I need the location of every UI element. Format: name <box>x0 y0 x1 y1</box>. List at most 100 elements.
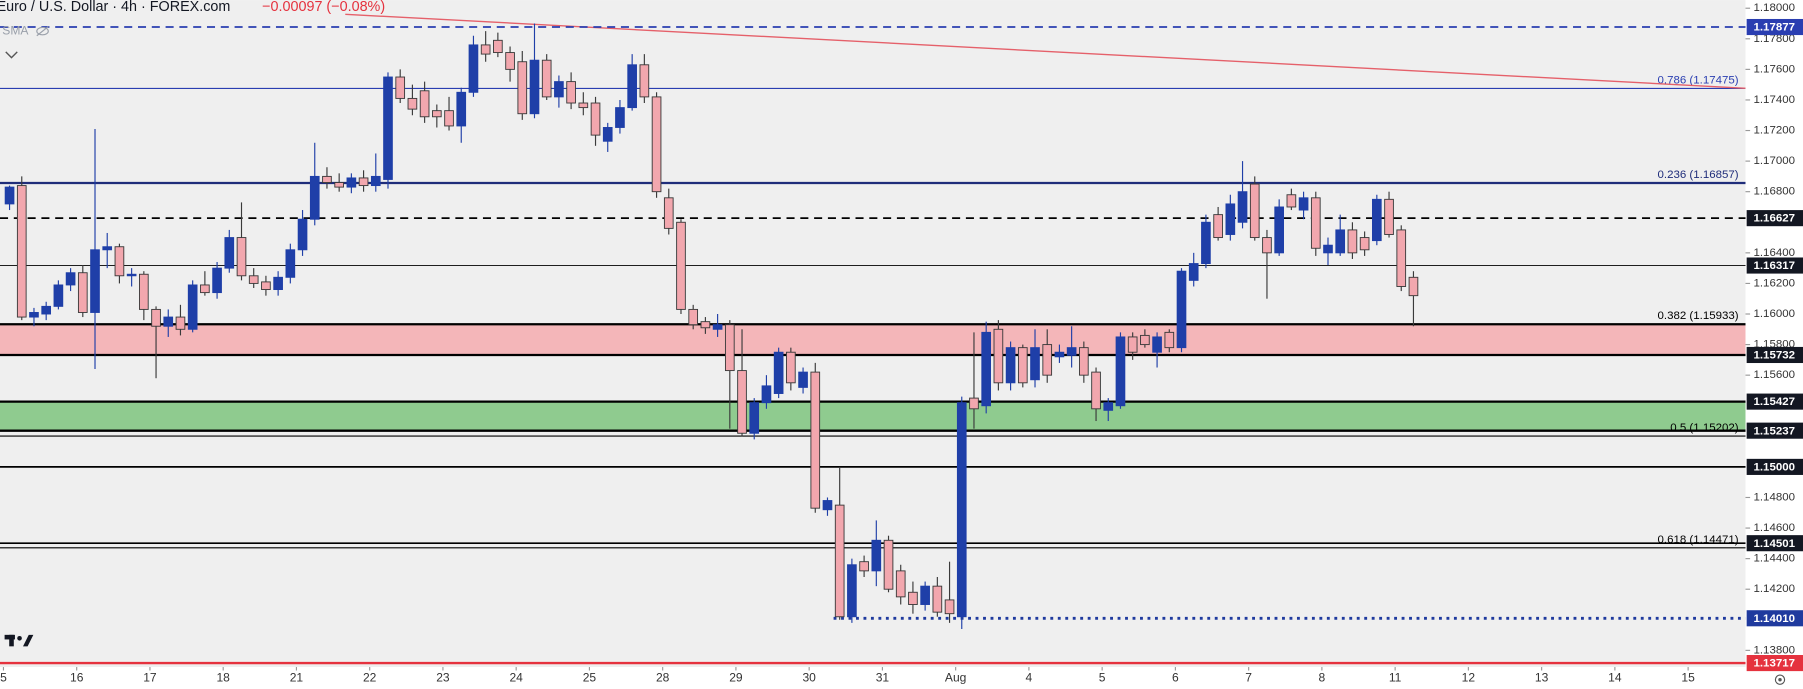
level-label: 1.16317 <box>1753 260 1795 272</box>
candle-body <box>749 402 760 434</box>
fib-label: 0.236 (1.16857) <box>1658 169 1739 181</box>
level-box <box>1746 422 1803 439</box>
level-box <box>1746 458 1803 475</box>
fib-label: 0.382 (1.15933) <box>1658 310 1739 322</box>
y-tick-label: 1.14600 <box>1753 522 1795 534</box>
candle-body <box>346 177 357 188</box>
candle-body <box>77 272 88 313</box>
candle-body <box>1298 197 1309 211</box>
candle-body <box>163 316 174 327</box>
x-tick-label: 23 <box>436 671 450 685</box>
hide-icon[interactable] <box>36 26 49 37</box>
indicator-label[interactable]: SMA <box>2 23 29 37</box>
x-tick-label: 21 <box>290 671 304 685</box>
candle-body <box>1213 214 1223 239</box>
x-tick-label: 7 <box>1245 671 1252 685</box>
fib-label: 0.5 (1.15202) <box>1670 422 1738 434</box>
candle-body <box>676 221 686 310</box>
candle-body <box>212 267 222 294</box>
candle-body <box>724 324 735 372</box>
candle-body <box>1005 347 1016 384</box>
y-tick-label: 1.17200 <box>1753 125 1795 137</box>
level-box <box>1746 257 1803 274</box>
candle-body <box>41 305 52 315</box>
candle-body <box>297 218 308 251</box>
x-tick-label: 30 <box>802 671 816 685</box>
candle-body <box>334 182 344 188</box>
candle-body <box>786 351 796 384</box>
candle-body <box>395 76 406 99</box>
candle-body <box>407 97 418 110</box>
candle-body <box>847 564 857 618</box>
candle-body <box>566 81 576 104</box>
candle-body <box>1347 229 1358 254</box>
candle-body <box>688 308 699 326</box>
candle-body <box>517 61 528 115</box>
x-tick-label: 18 <box>216 671 230 685</box>
x-tick-label: 25 <box>583 671 597 685</box>
level-label: 1.16627 <box>1753 213 1795 225</box>
candle-body <box>285 249 296 278</box>
level-box <box>1746 18 1803 36</box>
plot-layer <box>0 23 1746 665</box>
candle-body <box>1408 276 1419 297</box>
x-tick-label: 6 <box>1172 671 1179 685</box>
candle-body <box>370 175 381 187</box>
candle-body <box>920 585 930 605</box>
candle-body <box>456 91 467 127</box>
x-tick-label: 17 <box>143 671 157 685</box>
candle-body <box>114 246 125 277</box>
candle-body <box>590 102 601 136</box>
candle-body <box>529 59 540 115</box>
y-tick-label: 1.16000 <box>1753 308 1795 320</box>
candle-body <box>1140 334 1150 346</box>
candle-body <box>1335 229 1346 254</box>
candle-body <box>822 500 833 511</box>
level-label: 1.14010 <box>1753 613 1795 625</box>
candle-body <box>1030 347 1040 381</box>
y-tick-label: 1.14800 <box>1753 492 1795 504</box>
x-tick-label: 24 <box>509 671 523 685</box>
candle-body <box>578 102 589 109</box>
candle-body <box>53 284 64 307</box>
candle-body <box>493 39 503 54</box>
y-tick-label: 1.17800 <box>1753 33 1795 45</box>
level-label: 1.15000 <box>1753 462 1795 474</box>
candle-body <box>944 599 955 615</box>
level-box <box>1746 610 1803 627</box>
candle-body <box>761 385 772 404</box>
tv-logo[interactable] <box>4 634 34 647</box>
level-box <box>1746 393 1803 410</box>
x-tick-label: 13 <box>1535 671 1549 685</box>
candle-body <box>139 273 149 310</box>
candle-body <box>468 44 479 93</box>
candle-body <box>505 52 515 70</box>
x-tick-label: 29 <box>729 671 743 685</box>
candle-body <box>1164 331 1175 349</box>
candle-body <box>1103 402 1114 411</box>
candle-body <box>871 539 882 572</box>
candle-body <box>1042 344 1053 376</box>
candle-body <box>859 561 869 572</box>
candle-body <box>175 316 186 330</box>
candle-body <box>700 321 711 329</box>
settings-icon[interactable] <box>1774 674 1786 685</box>
candle-body <box>1188 263 1199 281</box>
collapse-icon[interactable] <box>5 51 18 59</box>
candle-body <box>261 281 271 291</box>
candle-body <box>273 276 283 291</box>
level-box <box>1746 535 1803 552</box>
indicator-row[interactable]: SMA <box>2 23 49 37</box>
candle-body <box>1091 371 1101 410</box>
candle-body <box>1249 183 1260 239</box>
candle-body <box>1262 237 1272 254</box>
candle-body <box>908 591 918 605</box>
candle-body <box>798 371 808 388</box>
level-label: 1.17877 <box>1753 22 1795 34</box>
level-box <box>1746 210 1803 227</box>
candle-body <box>126 273 137 277</box>
y-tick-label: 1.17600 <box>1753 63 1795 75</box>
candle-body <box>480 44 491 55</box>
